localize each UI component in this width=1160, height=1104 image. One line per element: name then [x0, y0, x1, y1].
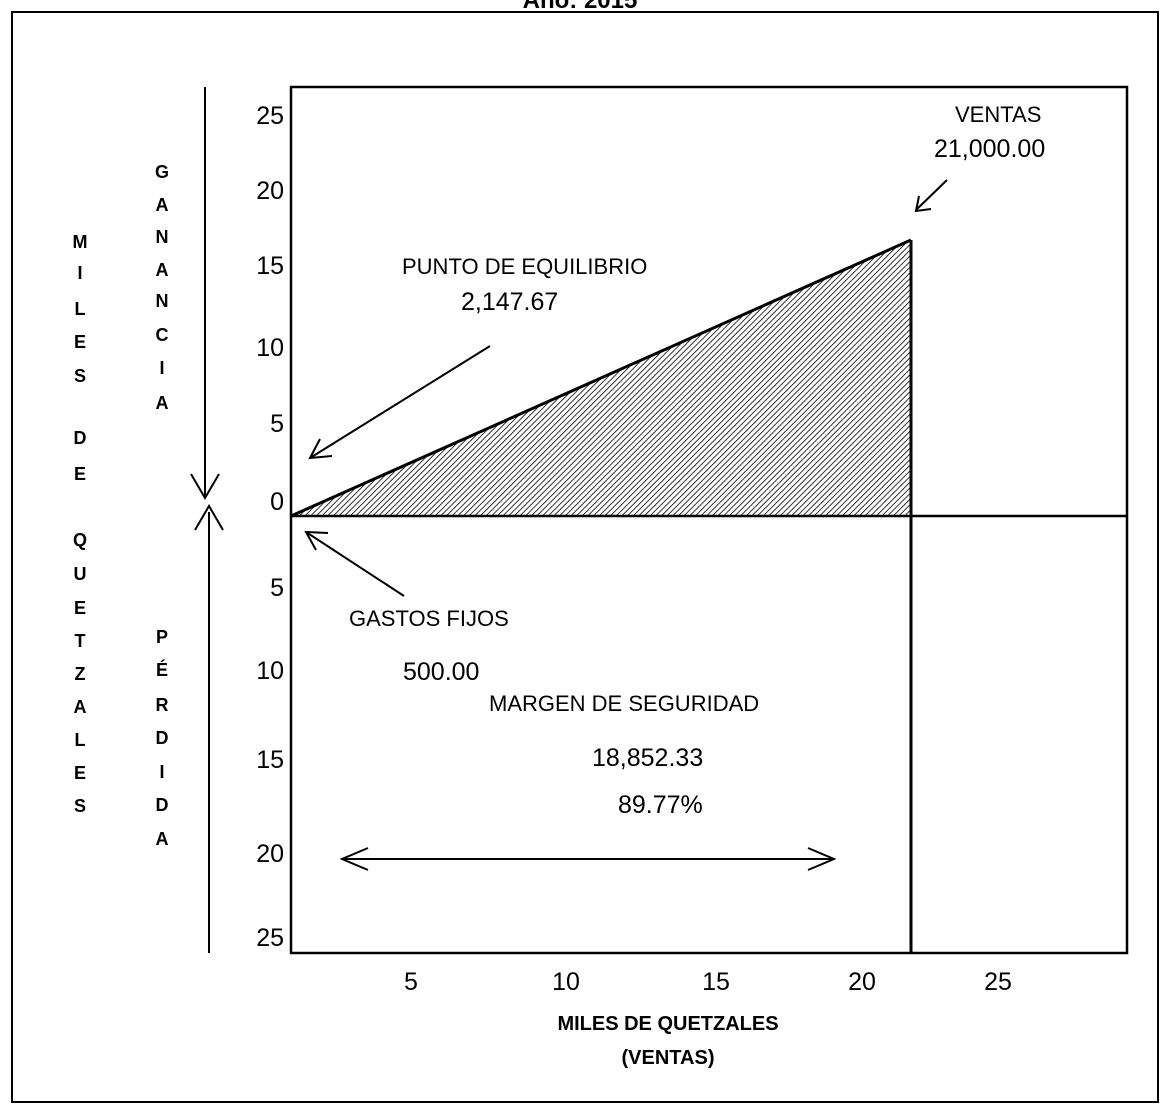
x-axis-sublabel: (VENTAS)	[622, 1047, 715, 1069]
x-tick-3: 20	[848, 968, 876, 996]
ganancia-char-1: A	[156, 195, 169, 215]
ventas-label: VENTAS	[955, 102, 1041, 127]
perdida-char-4: I	[159, 762, 164, 782]
perdida-char-0: P	[156, 627, 168, 647]
margen-seguridad-percent: 89.77%	[618, 791, 703, 819]
gf-arrow	[305, 531, 405, 597]
gastos-fijos-value: 500.00	[403, 658, 479, 686]
y-tick-top-1: 20	[256, 177, 284, 205]
y-tick-bottom-2: 15	[256, 746, 284, 774]
ylabel-char-4: S	[74, 366, 86, 386]
ganancia-char-3: A	[156, 260, 169, 280]
punto-equilibrio-label: PUNTO DE EQUILIBRIO	[402, 254, 647, 279]
y-tick-top-4: 5	[270, 410, 284, 438]
outer-frame	[11, 11, 1159, 1103]
ylabel-char-7: Q	[73, 530, 87, 550]
y-ticks-bottom: 5 10 15 20 25	[256, 574, 284, 952]
ylabel-char-1: I	[77, 263, 82, 283]
y-tick-bottom-4: 25	[256, 924, 284, 952]
y-tick-top-5: 0	[270, 488, 284, 516]
ylabel-char-15: S	[74, 796, 86, 816]
ganancia-char-0: G	[155, 162, 169, 182]
chart-title: Año: 2015	[523, 0, 638, 14]
gf-arrow-head	[304, 530, 329, 551]
ylabel-char-11: Z	[75, 664, 86, 684]
y-tick-top-0: 25	[256, 102, 284, 130]
ganancia-char-6: I	[159, 358, 164, 378]
ventas-arrow-head	[914, 195, 932, 213]
margin-arrow-head-left	[339, 847, 369, 871]
ganancia-char-2: N	[156, 227, 169, 247]
x-tick-4: 25	[984, 968, 1012, 996]
perdida-char-6: A	[156, 829, 169, 849]
margen-seguridad-label: MARGEN DE SEGURIDAD	[489, 691, 759, 716]
y-tick-bottom-3: 20	[256, 840, 284, 868]
punto-equilibrio-value: 2,147.67	[461, 288, 558, 316]
margin-arrow-head-right	[807, 847, 837, 871]
ylabel-char-5: D	[74, 428, 87, 448]
ganancia-arrow-head	[190, 473, 220, 500]
profit-line	[290, 238, 912, 518]
plot-area	[289, 85, 1129, 955]
y-tick-bottom-1: 10	[256, 657, 284, 685]
y-tick-top-2: 15	[256, 252, 284, 280]
perdida-char-2: R	[156, 695, 169, 715]
margen-seguridad-value: 18,852.33	[592, 744, 703, 772]
y-ticks-top: 25 20 15 10 5 0	[256, 102, 284, 516]
ganancia-char-7: A	[156, 393, 169, 413]
ylabel-char-2: L	[75, 299, 86, 319]
ventas-arrow	[915, 179, 948, 211]
ylabel-char-0: M	[73, 232, 88, 252]
ganancia-char-5: C	[156, 325, 169, 345]
perdida-char-3: D	[156, 728, 169, 748]
ylabel-char-6: E	[74, 464, 86, 484]
gastos-fijos-label: GASTOS FIJOS	[349, 606, 509, 631]
x-tick-2: 15	[702, 968, 730, 996]
ylabel-char-3: E	[74, 332, 86, 352]
pe-arrow	[309, 345, 491, 459]
perdida-char-1: É	[156, 659, 168, 680]
ylabel-char-9: E	[74, 598, 86, 618]
y-tick-bottom-0: 5	[270, 574, 284, 602]
x-tick-0: 5	[404, 968, 418, 996]
ventas-value: 21,000.00	[934, 135, 1045, 163]
x-axis-label: MILES DE QUETZALES	[557, 1013, 778, 1035]
x-tick-1: 10	[552, 968, 580, 996]
y-tick-top-3: 10	[256, 334, 284, 362]
ylabel-char-12: A	[74, 697, 87, 717]
pe-arrow-head	[308, 438, 333, 460]
perdida-char-5: D	[156, 795, 169, 815]
perdida-arrow-head	[194, 504, 224, 531]
ylabel-char-14: E	[74, 763, 86, 783]
ylabel-char-13: L	[75, 730, 86, 750]
ganancia-char-4: N	[156, 291, 169, 311]
ylabel-char-10: T	[75, 631, 86, 651]
ylabel-char-8: U	[74, 564, 87, 584]
x-ticks: 5 10 15 20 25	[404, 968, 1012, 996]
